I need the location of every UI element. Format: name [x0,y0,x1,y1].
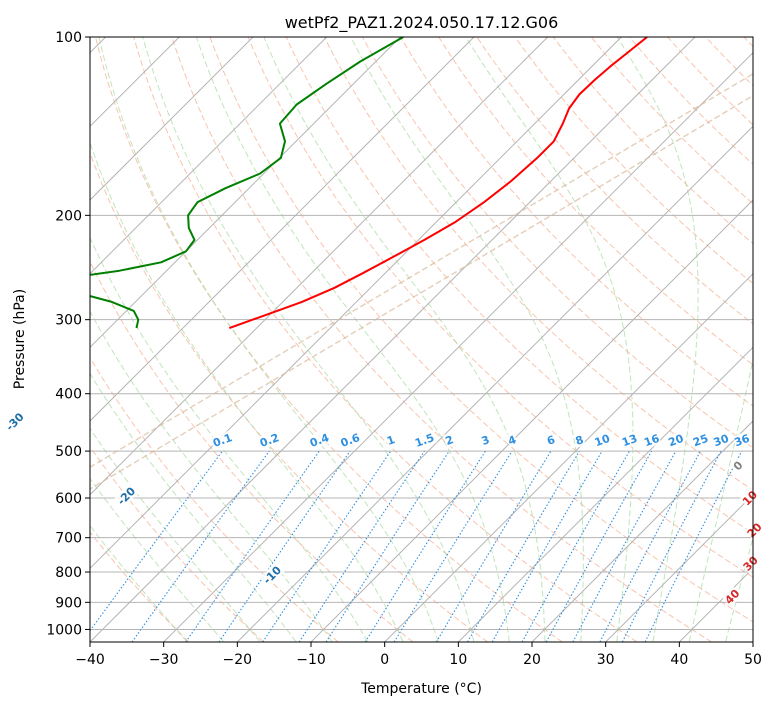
x-tick-label: −30 [149,652,179,668]
x-axis-title: Temperature (°C) [360,681,482,697]
y-tick-label: 200 [55,208,82,224]
y-tick-label: 800 [55,565,82,581]
x-tick-label: −20 [223,652,253,668]
y-tick-label: 600 [55,491,82,507]
x-tick-label: 50 [744,652,762,668]
chart-title: wetPf2_PAZ1.2024.050.17.12.G06 [285,13,559,33]
y-tick-label: 300 [55,313,82,329]
x-tick-label: 40 [670,652,688,668]
x-tick-label: 0 [380,652,389,668]
x-tick-label: −40 [75,652,105,668]
y-tick-label: 400 [55,387,82,403]
y-tick-label: 900 [55,595,82,611]
x-tick-label: 20 [523,652,541,668]
y-tick-label: 1000 [46,622,82,638]
y-axis-title: Pressure (hPa) [12,289,28,389]
x-tick-label: 10 [449,652,467,668]
x-tick-label: 30 [597,652,615,668]
y-tick-label: 700 [55,531,82,547]
y-tick-label: 100 [55,30,82,46]
y-tick-label: 500 [55,444,82,460]
x-tick-label: −10 [296,652,326,668]
